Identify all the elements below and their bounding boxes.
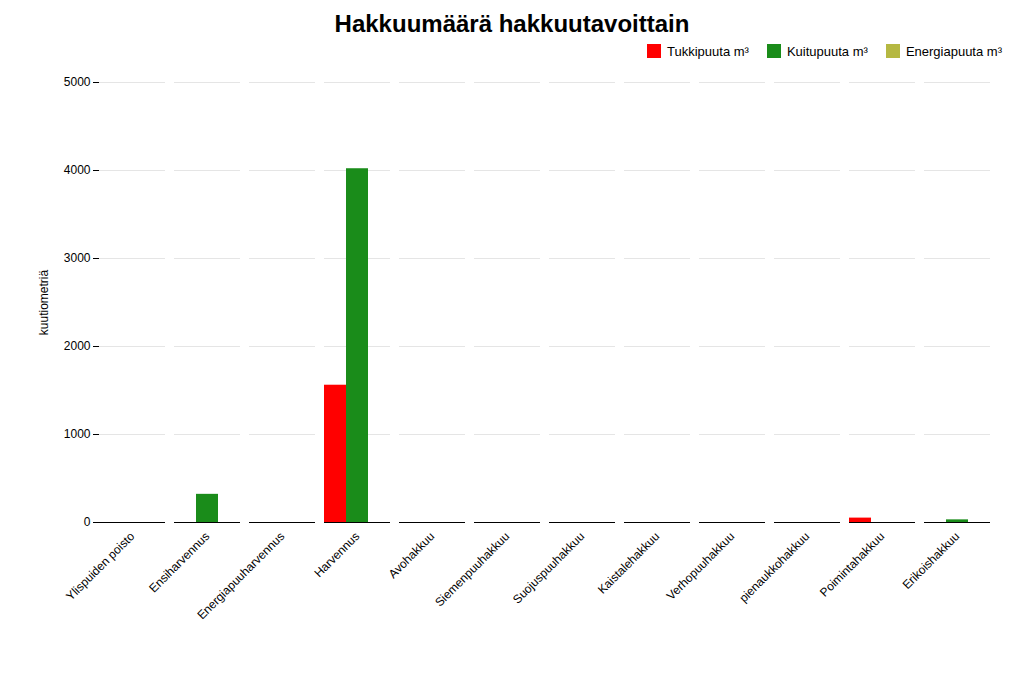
svg-text:Erikoishakkuu: Erikoishakkuu	[900, 529, 963, 592]
svg-text:Energiapuuharvennus: Energiapuuharvennus	[194, 529, 287, 622]
svg-text:pienaukkohakkuu: pienaukkohakkuu	[736, 529, 812, 605]
svg-text:Suojuspuuhakkuu: Suojuspuuhakkuu	[510, 529, 587, 606]
svg-text:Verhopuuhakkuu: Verhopuuhakkuu	[664, 529, 738, 603]
html-text:Kuitupuuta m³: Kuitupuuta m³	[786, 43, 868, 59]
svg-text:Ensiharvennus: Ensiharvennus	[146, 529, 212, 595]
html-text:Energiapuuta m³: Energiapuuta m³	[905, 43, 1002, 59]
svg-text:3000: 3000	[64, 251, 91, 265]
svg-text:5000: 5000	[64, 75, 91, 89]
svg-text:Avohakkuu: Avohakkuu	[386, 529, 438, 581]
svg-text:kuutiometriä: kuutiometriä	[37, 270, 51, 336]
html-text:Hakkuumäärä hakkuutavoittain: Hakkuumäärä hakkuutavoittain	[334, 10, 690, 37]
svg-text:Harvennus: Harvennus	[311, 529, 362, 580]
svg-text:4000: 4000	[64, 163, 91, 177]
svg-text:Ylispuiden poisto: Ylispuiden poisto	[63, 529, 137, 603]
svg-text:2000: 2000	[64, 339, 91, 353]
svg-text:0: 0	[84, 515, 91, 529]
svg-text:Siemenpuuhakkuu: Siemenpuuhakkuu	[432, 529, 512, 609]
svg-text:1000: 1000	[64, 427, 91, 441]
svg-text:Kaistalehakkuu: Kaistalehakkuu	[595, 529, 662, 596]
svg-text:Poimintahakkuu: Poimintahakkuu	[817, 529, 887, 599]
html-text:Tukkipuuta m³: Tukkipuuta m³	[667, 43, 749, 59]
